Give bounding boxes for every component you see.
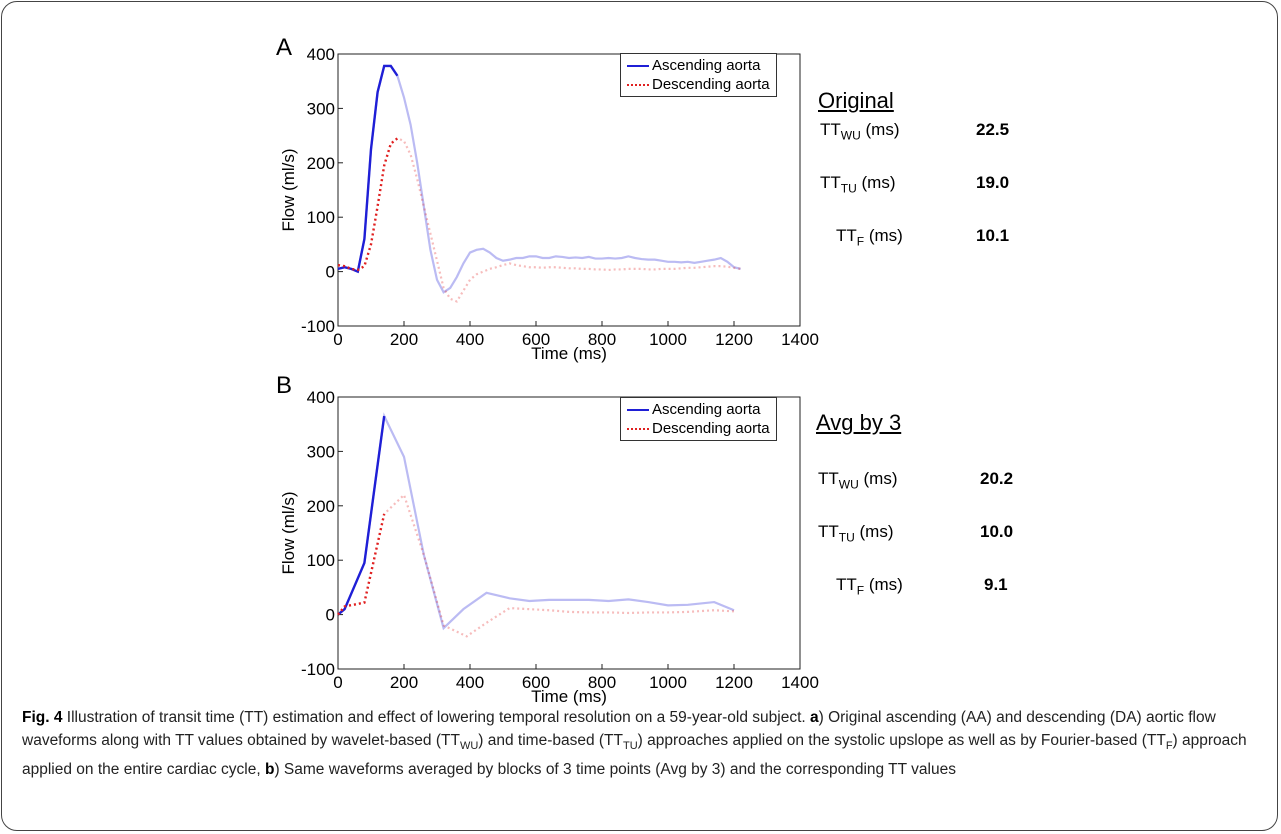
x-tick-label: 0	[333, 673, 342, 692]
y-tick-label: 100	[307, 551, 335, 570]
series-line-descending	[337, 137, 399, 272]
tt-label-f-b: TTF (ms)	[836, 575, 903, 598]
x-tick-label: 200	[390, 330, 418, 349]
tt-value-f-b: 9.1	[984, 575, 1008, 594]
y-tick-label: 0	[326, 606, 335, 625]
x-tick-label: 0	[333, 330, 342, 349]
series-line-ascending-faded	[337, 64, 741, 294]
caption-segment: ) approaches applied on the systolic ups…	[637, 732, 1166, 749]
caption-segment: ) Original ascending (AA) and descending…	[22, 709, 1216, 749]
y-tick-label: 200	[307, 497, 335, 516]
caption-segment: b	[264, 761, 275, 779]
legend-item-ascending: Ascending aorta	[627, 56, 770, 75]
tt-label-wu-a: TTWU (ms)	[820, 120, 900, 143]
legend-item-descending: Descending aorta	[627, 419, 770, 438]
caption-segment: WU	[459, 740, 479, 753]
chart-a-group: 0 200 400 600 800 1000 1200 1400-10001002003004…	[279, 45, 819, 363]
x-tick-label: 1000	[649, 330, 687, 349]
x-axis-label: Time (ms)	[531, 344, 607, 363]
x-tick-label: 400	[456, 673, 484, 692]
caption-segment: F	[1165, 740, 1173, 753]
x-tick-label: 1200	[715, 673, 753, 692]
figure-caption: Fig. 4 Illustration of transit time (TT)…	[22, 706, 1262, 781]
x-tick-label: 1400	[781, 673, 819, 692]
tt-label-tu-b: TTTU (ms)	[818, 522, 894, 545]
axes-box	[337, 396, 801, 670]
series-line-ascending-faded	[337, 412, 735, 631]
x-tick-label: 1000	[649, 673, 687, 692]
x-tick-label: 600	[522, 673, 550, 692]
series-line-ascending	[337, 64, 399, 274]
axes-box	[337, 53, 801, 327]
series-line-descending-faded	[337, 492, 735, 638]
figure-label: Fig. 4	[22, 709, 63, 726]
tt-label-f-a: TTF (ms)	[836, 226, 903, 249]
y-tick-label: 400	[307, 388, 335, 407]
series-line-descending-faded	[337, 137, 741, 303]
y-tick-label: 300	[307, 99, 335, 118]
tt-value-f-a: 10.1	[976, 226, 1010, 245]
legend-label-descending: Descending aorta	[652, 420, 770, 437]
legend-b: Ascending aorta Descending aorta	[620, 397, 777, 441]
caption-segment: ) approach applied on the entire cardiac…	[22, 732, 1247, 779]
panel-letter-a: A	[276, 34, 293, 61]
x-tick-label: 400	[456, 330, 484, 349]
legend-label-ascending: Ascending aorta	[652, 57, 761, 74]
panel-letter-b: B	[276, 372, 293, 399]
caption-segment: a	[810, 709, 819, 726]
legend-swatch-ascending	[627, 64, 649, 67]
x-tick-label: 800	[588, 330, 616, 349]
caption-segment: Illustration of transit time (TT) estima…	[62, 709, 810, 726]
heading-original: Original	[818, 88, 894, 113]
y-axis-label: Flow (ml/s)	[279, 491, 298, 574]
x-tick-label: 600	[522, 330, 550, 349]
x-axis-label: Time (ms)	[531, 687, 607, 706]
heading-avg-by-3: Avg by 3	[816, 410, 902, 435]
caption-segment: ) Same waveforms averaged by blocks of 3…	[274, 761, 956, 779]
legend-a: Ascending aorta Descending aorta	[620, 53, 777, 97]
legend-swatch-ascending	[627, 408, 649, 411]
series-line-descending	[337, 513, 386, 616]
y-axis-label: Flow (ml/s)	[279, 148, 298, 231]
tt-value-tu-b: 10.0	[980, 522, 1014, 541]
y-tick-label: 100	[307, 208, 335, 227]
y-tick-label: 400	[307, 45, 335, 64]
legend-item-descending: Descending aorta	[627, 75, 770, 94]
tt-label-tu-a: TTTU (ms)	[820, 173, 896, 196]
tt-value-tu-a: 19.0	[976, 173, 1010, 192]
legend-item-ascending: Ascending aorta	[627, 400, 770, 419]
x-tick-label: 800	[588, 673, 616, 692]
y-tick-label: 0	[326, 263, 335, 282]
y-tick-label: 300	[307, 442, 335, 461]
y-tick-label: -100	[301, 317, 335, 336]
legend-swatch-descending	[627, 83, 649, 86]
x-tick-label: 1400	[781, 330, 819, 349]
x-tick-label: 200	[390, 673, 418, 692]
chart-b-group: 0 200 400 600 800 1000 1200 1400-10001002003004…	[279, 388, 819, 706]
legend-label-descending: Descending aorta	[652, 76, 770, 93]
tt-value-wu-b: 20.2	[980, 469, 1014, 488]
caption-segment: ) and time-based (TT	[478, 732, 623, 749]
legend-swatch-descending	[627, 427, 649, 430]
tt-label-wu-b: TTWU (ms)	[818, 469, 898, 492]
y-tick-label: -100	[301, 660, 335, 679]
caption-segment: TU	[623, 740, 638, 753]
series-line-ascending	[337, 415, 386, 616]
legend-label-ascending: Ascending aorta	[652, 401, 761, 418]
x-tick-label: 1200	[715, 330, 753, 349]
y-tick-label: 200	[307, 154, 335, 173]
tt-value-wu-a: 22.5	[976, 120, 1010, 139]
